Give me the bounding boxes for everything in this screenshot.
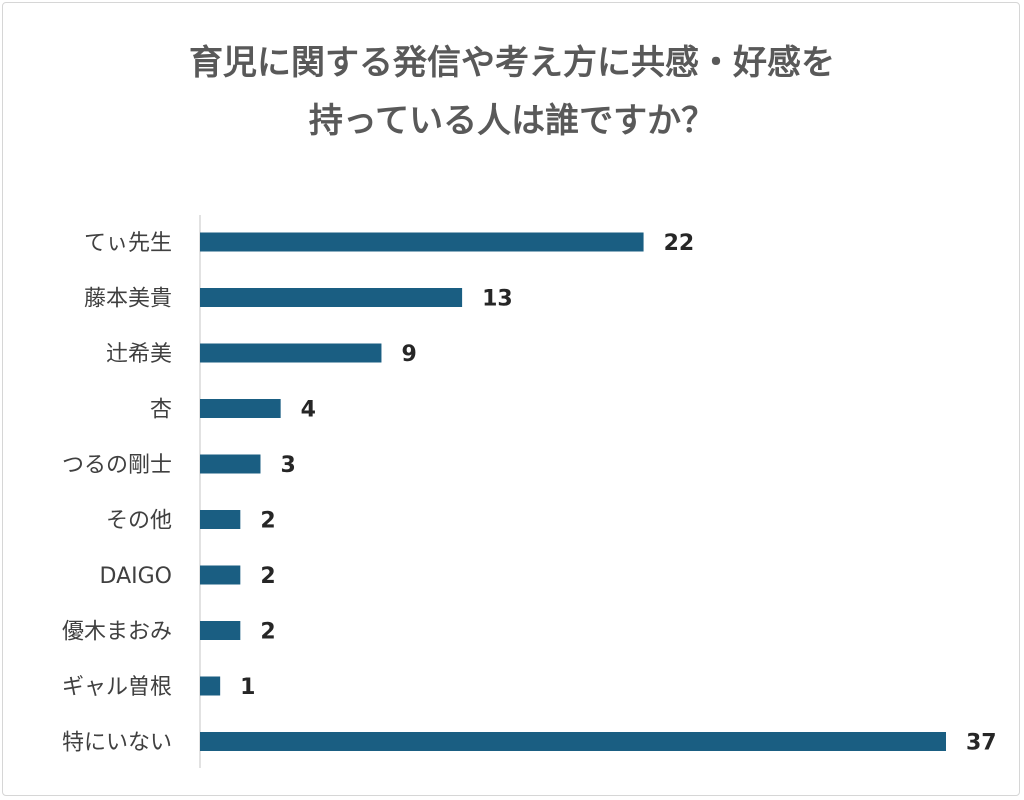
value-label-3: 4 [301,398,316,423]
bar-1 [200,288,463,307]
category-label-6: DAIGO [100,564,172,589]
bar-3 [200,399,281,418]
value-label-8: 1 [240,675,255,700]
bar-2 [200,343,382,363]
value-label-9: 37 [966,731,997,756]
value-label-7: 2 [260,620,275,645]
value-label-4: 3 [280,453,295,478]
value-label-6: 2 [260,564,275,589]
category-label-5: その他 [106,509,172,534]
value-label-2: 9 [401,342,416,367]
value-label-5: 2 [260,509,275,534]
category-label-3: 杏 [150,398,172,423]
category-label-2: 辻希美 [106,342,172,367]
chart-title-line-2: 持っている人は誰ですか？ [308,101,716,141]
bar-8 [200,676,221,696]
value-label-0: 22 [664,231,695,256]
bar-4 [200,454,261,474]
bar-5 [200,510,241,529]
chart-title-line-1: 育児に関する発信や考え方に共感・好感を [189,43,835,83]
category-label-8: ギャル曽根 [62,675,172,700]
bar-9 [200,732,946,751]
bar-7 [200,621,241,640]
category-label-7: 優木まおみ [62,620,172,645]
category-label-9: 特にいない [62,731,172,756]
bar-6 [200,565,241,585]
category-label-4: つるの剛士 [62,453,172,478]
bar-0 [200,232,644,252]
category-label-0: てぃ先生 [84,231,172,256]
chart-title: 育児に関する発信や考え方に共感・好感を 持っている人は誰ですか？ [0,34,1024,150]
value-label-1: 13 [482,287,513,312]
category-label-1: 藤本美貴 [84,287,172,312]
